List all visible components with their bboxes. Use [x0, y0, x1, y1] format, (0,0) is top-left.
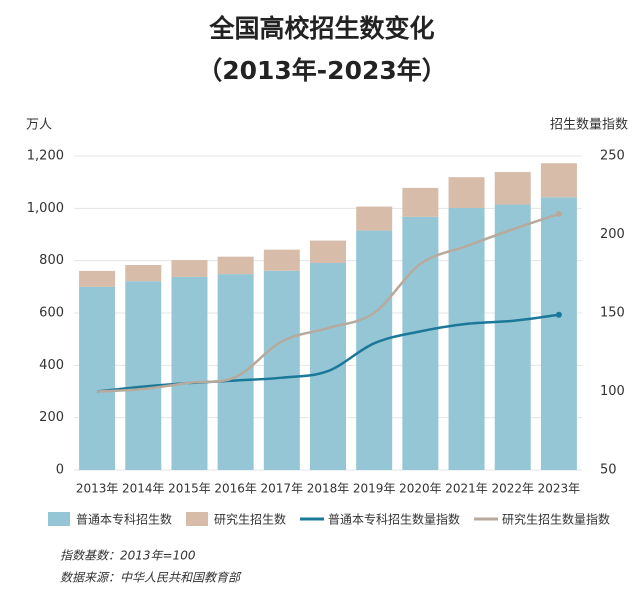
x-tick-label: 2015年	[168, 482, 211, 496]
x-tick-label: 2016年	[214, 482, 257, 496]
y2-tick-label: 200	[600, 227, 625, 242]
x-tick-label: 2014年	[122, 482, 165, 496]
bar	[402, 216, 439, 470]
y-tick-label: 400	[39, 358, 64, 373]
x-tick-label: 2018年	[307, 482, 350, 496]
x-tick-label: 2019年	[353, 482, 396, 496]
bar	[310, 240, 346, 264]
bar	[540, 197, 577, 470]
y-tick-label: 600	[39, 306, 64, 321]
legend-swatch	[48, 512, 70, 526]
y2-tick-label: 150	[600, 306, 625, 321]
bar	[448, 207, 485, 470]
y-tick-label: 800	[39, 253, 64, 268]
line-end-marker	[555, 311, 562, 318]
y-tick-label: 1,000	[27, 201, 64, 216]
bar	[263, 249, 300, 271]
y2-tick-label: 50	[600, 463, 617, 478]
chart-title: 全国高校招生数变化	[208, 14, 434, 43]
y-tick-label: 0	[56, 463, 64, 478]
y-tick-label: 200	[39, 410, 64, 425]
legend-label: 普通本专科招生数	[76, 512, 172, 527]
line-end-marker	[555, 210, 562, 217]
legend-label: 研究生招生数量指数	[502, 512, 610, 527]
x-tick-label: 2021年	[445, 482, 488, 496]
bar	[356, 206, 393, 231]
bar	[171, 276, 208, 470]
legend-swatch	[186, 512, 209, 526]
x-tick-label: 2020年	[399, 482, 442, 496]
legend-label: 普通本专科招生数量指数	[328, 512, 460, 527]
y2-tick-label: 250	[600, 149, 625, 164]
bar	[494, 204, 531, 470]
y-axis-title: 万人	[26, 118, 52, 133]
x-tick-label: 2023年	[538, 482, 581, 496]
y2-axis-title: 招生数量指数	[550, 118, 628, 133]
bar	[79, 270, 116, 287]
bar	[125, 264, 162, 282]
x-tick-label: 2017年	[261, 482, 304, 496]
line	[97, 212, 560, 393]
note: 数据来源：中华人民共和国教育部	[60, 571, 242, 585]
chart-subtitle: （2013年-2023年）	[197, 56, 447, 85]
bar	[217, 274, 254, 470]
y-tick-label: 1,200	[27, 149, 64, 164]
y2-tick-label: 100	[600, 384, 625, 399]
bar	[310, 263, 346, 470]
bar	[402, 187, 439, 217]
bar	[494, 172, 531, 205]
x-tick-label: 2022年	[491, 482, 534, 496]
x-tick-label: 2013年	[76, 482, 119, 496]
bar	[217, 256, 254, 275]
bar	[448, 177, 485, 208]
bar	[171, 260, 208, 277]
note: 指数基数：2013年=100	[60, 549, 196, 563]
legend-label: 研究生招生数	[214, 512, 286, 527]
bar	[540, 163, 577, 198]
bar	[263, 270, 300, 470]
bar	[79, 286, 116, 470]
bar	[125, 281, 162, 470]
